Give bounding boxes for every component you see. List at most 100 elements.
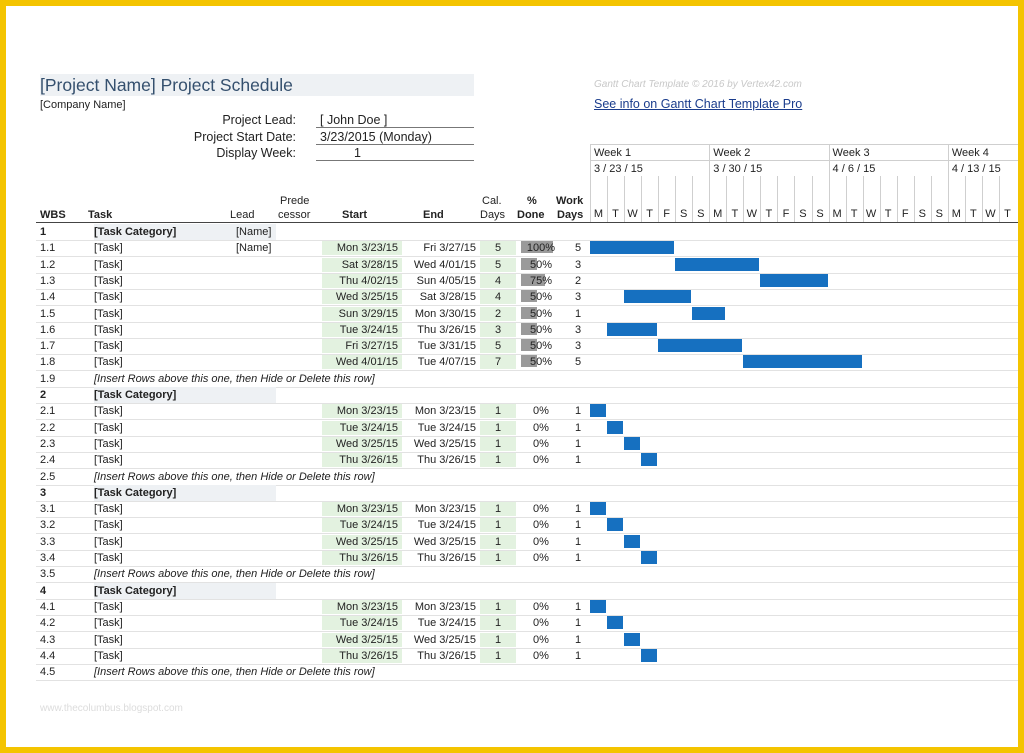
table-row[interactable]: 3.4 [Task] Thu 3/26/15 Thu 3/26/15 1 0% 1 — [36, 550, 1018, 567]
insert-row[interactable]: 4.5 [Insert Rows above this one, then Hid… — [36, 664, 1018, 682]
gantt-bar[interactable] — [692, 306, 726, 320]
insert-row[interactable]: 1.9 [Insert Rows above this one, then Hid… — [36, 371, 1018, 388]
gantt-bar[interactable] — [641, 453, 658, 467]
category-row[interactable]: 4 [Task Category] — [36, 582, 1018, 600]
lead-cell[interactable]: [Name] — [236, 226, 272, 238]
start-cell[interactable]: Thu 3/26/15 — [322, 648, 402, 663]
table-row[interactable]: 2.2 [Task] Tue 3/24/15 Tue 3/24/15 1 0% 1 — [36, 420, 1018, 437]
task-cell[interactable]: [Task] — [94, 535, 123, 548]
start-cell[interactable]: Mon 3/23/15 — [322, 502, 402, 517]
task-cell[interactable]: [Task Category] — [94, 226, 177, 238]
insert-row[interactable]: 2.5 [Insert Rows above this one, then Hid… — [36, 469, 1018, 486]
task-cell[interactable]: [Task] — [94, 503, 123, 516]
task-cell[interactable]: [Task Category] — [94, 584, 177, 597]
task-cell[interactable]: [Task] — [94, 258, 123, 271]
gantt-bar[interactable] — [641, 551, 658, 564]
table-row[interactable]: 3.1 [Task] Mon 3/23/15 Mon 3/23/15 1 0% 1 — [36, 501, 1018, 519]
task-cell[interactable]: [Task] — [94, 323, 123, 336]
gantt-bar[interactable] — [641, 648, 658, 662]
start-cell[interactable]: Wed 3/25/15 — [322, 436, 402, 451]
gantt-bar[interactable] — [590, 404, 607, 418]
start-cell[interactable]: Wed 3/25/15 — [322, 632, 402, 647]
task-cell[interactable]: [Task] — [94, 633, 123, 646]
pct-done-cell[interactable]: 50% — [529, 307, 553, 320]
task-cell[interactable]: [Task] — [94, 454, 123, 467]
start-cell[interactable]: Mon 3/23/15 — [322, 404, 402, 419]
start-cell[interactable]: Fri 3/27/15 — [322, 339, 402, 354]
table-row[interactable]: 3.3 [Task] Wed 3/25/15 Wed 3/25/15 1 0% 1 — [36, 534, 1018, 551]
table-row[interactable]: 4.4 [Task] Thu 3/26/15 Thu 3/26/15 1 0% 1 — [36, 648, 1018, 665]
insert-row[interactable]: 3.5 [Insert Rows above this one, then Hid… — [36, 566, 1018, 584]
start-cell[interactable]: Sun 3/29/15 — [322, 306, 402, 321]
table-row[interactable]: 4.1 [Task] Mon 3/23/15 Mon 3/23/15 1 0% 1 — [36, 599, 1018, 616]
task-cell[interactable]: [Task] — [94, 405, 123, 418]
table-row[interactable]: 1.8 [Task] Wed 4/01/15 Tue 4/07/15 7 50% 5 — [36, 354, 1018, 372]
gantt-bar[interactable] — [760, 273, 828, 287]
table-row[interactable]: 3.2 [Task] Tue 3/24/15 Tue 3/24/15 1 0% 1 — [36, 517, 1018, 535]
table-row[interactable]: 1.3 [Task] Thu 4/02/15 Sun 4/05/15 4 75% 2 — [36, 273, 1018, 290]
pct-done-cell[interactable]: 0% — [533, 633, 549, 646]
pct-done-cell[interactable]: 0% — [533, 437, 549, 450]
table-row[interactable]: 4.2 [Task] Tue 3/24/15 Tue 3/24/15 1 0% 1 — [36, 615, 1018, 633]
task-cell[interactable]: [Task] — [94, 274, 123, 287]
gantt-bar[interactable] — [607, 616, 624, 630]
table-row[interactable]: 1.5 [Task] Sun 3/29/15 Mon 3/30/15 2 50% 1 — [36, 306, 1018, 323]
gantt-bar[interactable] — [590, 502, 607, 516]
start-cell[interactable]: Wed 3/25/15 — [322, 534, 402, 549]
pct-done-cell[interactable]: 50% — [529, 323, 553, 336]
pct-done-cell[interactable]: 0% — [533, 617, 549, 630]
start-cell[interactable]: Wed 3/25/15 — [322, 290, 402, 305]
pct-done-cell[interactable]: 0% — [533, 421, 549, 434]
task-cell[interactable]: [Task] — [94, 242, 123, 255]
task-cell[interactable]: [Task Category] — [94, 389, 177, 401]
pct-done-cell[interactable]: 0% — [533, 649, 549, 662]
table-row[interactable]: 2.1 [Task] Mon 3/23/15 Mon 3/23/15 1 0% 1 — [36, 403, 1018, 421]
pct-done-cell[interactable]: 0% — [533, 503, 549, 516]
gantt-bar[interactable] — [743, 355, 862, 369]
pct-done-cell[interactable]: 50% — [529, 340, 553, 353]
gantt-bar[interactable] — [607, 322, 658, 336]
task-cell[interactable]: [Task Category] — [94, 486, 177, 499]
task-cell[interactable]: [Task] — [94, 340, 123, 353]
pct-done-cell[interactable]: 0% — [533, 405, 549, 418]
gantt-bar[interactable] — [624, 290, 692, 304]
task-cell[interactable]: [Task] — [94, 291, 123, 304]
pct-done-cell[interactable]: 0% — [533, 552, 549, 564]
pct-done-cell[interactable]: 0% — [533, 535, 549, 548]
gantt-bar[interactable] — [624, 632, 641, 646]
gantt-bar[interactable] — [590, 241, 675, 255]
project-start-field[interactable]: 3/23/2015 (Monday) — [316, 130, 474, 145]
start-cell[interactable]: Thu 3/26/15 — [322, 453, 402, 468]
task-cell[interactable]: [Task] — [94, 617, 123, 630]
pct-done-cell[interactable]: 75% — [529, 274, 553, 287]
start-cell[interactable]: Mon 3/23/15 — [322, 599, 402, 614]
gantt-bar[interactable] — [607, 420, 624, 434]
pct-done-cell[interactable]: 0% — [533, 600, 549, 613]
gantt-bar[interactable] — [658, 339, 743, 353]
lead-cell[interactable]: [Name] — [236, 242, 272, 255]
task-cell[interactable]: [Task] — [94, 600, 123, 613]
pct-done-cell[interactable]: 100% — [526, 242, 556, 255]
gantt-bar[interactable] — [607, 518, 624, 532]
start-cell[interactable]: Tue 3/24/15 — [322, 420, 402, 435]
task-cell[interactable]: [Task] — [94, 356, 123, 369]
start-cell[interactable]: Tue 3/24/15 — [322, 616, 402, 631]
project-lead-field[interactable]: [ John Doe ] — [316, 113, 474, 128]
start-cell[interactable]: Tue 3/24/15 — [322, 518, 402, 533]
task-cell[interactable]: [Task] — [94, 552, 123, 564]
table-row[interactable]: 2.4 [Task] Thu 3/26/15 Thu 3/26/15 1 0% 1 — [36, 452, 1018, 470]
task-cell[interactable]: [Task] — [94, 519, 123, 532]
gantt-bar[interactable] — [590, 599, 607, 613]
display-week-field[interactable]: 1 — [316, 146, 474, 161]
pct-done-cell[interactable]: 0% — [533, 454, 549, 467]
gantt-bar[interactable] — [675, 257, 760, 271]
start-cell[interactable]: Thu 3/26/15 — [322, 551, 402, 565]
gantt-bar[interactable] — [624, 436, 641, 450]
table-row[interactable]: 1.6 [Task] Tue 3/24/15 Thu 3/26/15 3 50% 3 — [36, 322, 1018, 339]
table-row[interactable]: 4.3 [Task] Wed 3/25/15 Wed 3/25/15 1 0% 1 — [36, 632, 1018, 649]
table-row[interactable]: 1.2 [Task] Sat 3/28/15 Wed 4/01/15 5 50% 3 — [36, 257, 1018, 274]
start-cell[interactable]: Thu 4/02/15 — [322, 273, 402, 288]
pct-done-cell[interactable]: 50% — [529, 356, 553, 369]
table-row[interactable]: 1.7 [Task] Fri 3/27/15 Tue 3/31/15 5 50% 3 — [36, 338, 1018, 356]
table-row[interactable]: 2.3 [Task] Wed 3/25/15 Wed 3/25/15 1 0% 1 — [36, 436, 1018, 453]
